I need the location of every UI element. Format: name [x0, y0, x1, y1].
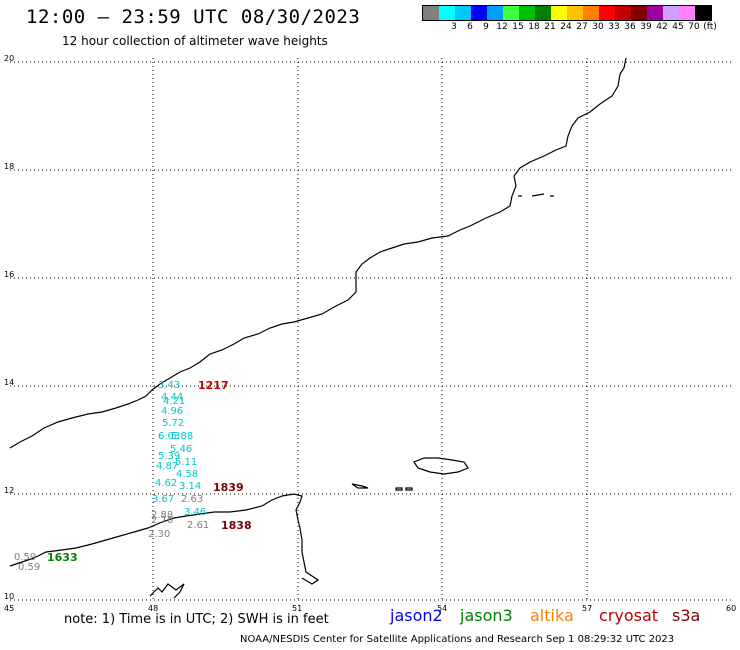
scale-swatch [615, 6, 631, 20]
obs-value: 4.62 [155, 478, 178, 489]
scale-label: 33 [608, 22, 620, 32]
obs-value: 5.88 [171, 431, 194, 442]
obs-time: 1633 [47, 551, 78, 564]
obs-value: 0.59 [18, 562, 41, 573]
color-scale-swatches [422, 5, 712, 21]
obs-value: 3.43 [158, 380, 181, 391]
scale-label: 70 [688, 22, 700, 32]
scale-swatch [679, 6, 695, 20]
obs-value: 3.46 [184, 507, 207, 518]
lat-label-18: 18 [4, 162, 15, 171]
map-title: 12:00 – 23:59 UTC 08/30/2023 [26, 6, 361, 28]
scale-swatch [583, 6, 599, 20]
arabian-coastline [9, 57, 627, 449]
map-subtitle: 12 hour collection of altimeter wave hei… [62, 34, 328, 48]
scale-swatch [487, 6, 503, 20]
scale-label: 18 [528, 22, 540, 32]
credit-line: NOAA/NESDIS Center for Satellite Applica… [240, 634, 675, 645]
abd-al-kuri-island [351, 483, 369, 489]
obs-value: 3.14 [179, 481, 202, 492]
kuria-muria-islands [518, 193, 554, 197]
obs-value: 4.44 [161, 392, 184, 403]
obs-value: 5.46 [170, 444, 193, 455]
obs-value: 2.88 [151, 510, 174, 521]
obs-time: 1839 [213, 481, 244, 494]
brothers-islet-west [405, 487, 413, 491]
color-scale-labels: 3 6 9 12 15 18 21 24 27 30 33 36 39 42 45 70 (ft) [422, 21, 717, 33]
scale-swatch [535, 6, 551, 20]
scale-swatch [631, 6, 647, 20]
graticule [10, 58, 732, 601]
lat-label-12: 12 [4, 486, 15, 495]
scale-label: 12 [496, 22, 508, 32]
scale-swatch [567, 6, 583, 20]
obs-value: 6.03 [158, 431, 181, 442]
gulf-of-aden-reef [149, 583, 185, 599]
legend-s3a: s3a [672, 606, 701, 625]
obs-value: 4.87 [156, 461, 179, 472]
scale-label: 42 [656, 22, 668, 32]
lat-label-20: 20 [4, 54, 15, 63]
scale-swatch [423, 6, 439, 20]
obs-value: 4.96 [161, 406, 184, 417]
wave-height-color-scale: 3 6 9 12 15 18 21 24 27 30 33 36 39 42 45 70 (ft) [422, 5, 717, 33]
socotra-island [413, 457, 469, 475]
lon-label-54: 54 [437, 604, 448, 613]
obs-value: 2.63 [181, 494, 204, 505]
legend-altika: altika [530, 606, 574, 625]
footer-note: note: 1) Time is in UTC; 2) SWH is in fe… [64, 612, 329, 627]
african-coastline [9, 493, 320, 585]
lon-label-48: 48 [148, 604, 159, 613]
scale-swatch [519, 6, 535, 20]
obs-value: 5.72 [162, 418, 185, 429]
scale-swatch [647, 6, 663, 20]
scale-label: 36 [624, 22, 636, 32]
obs-value: 4.21 [163, 396, 186, 407]
obs-value: 2.61 [187, 520, 210, 531]
legend-cryosat: cryosat [599, 606, 659, 625]
obs-value: 2.30 [148, 529, 171, 540]
scale-swatch [471, 6, 487, 20]
obs-value: 2.76 [151, 515, 174, 526]
obs-value: 4.58 [176, 469, 199, 480]
scale-swatch [695, 6, 711, 20]
lat-label-14: 14 [4, 378, 15, 387]
lat-label-10: 10 [4, 592, 15, 601]
lon-label-45: 45 [4, 604, 15, 613]
brothers-islet-east [395, 487, 403, 491]
scale-swatch [663, 6, 679, 20]
scale-label: (ft) [703, 22, 717, 32]
obs-value: 5.11 [175, 457, 198, 468]
scale-label: 21 [544, 22, 556, 32]
obs-time: 1217 [198, 379, 229, 392]
lon-label-57: 57 [582, 604, 593, 613]
obs-time: 1838 [221, 519, 252, 532]
scale-label: 30 [592, 22, 604, 32]
obs-value: 0.59 [14, 552, 37, 563]
scale-label: 45 [672, 22, 684, 32]
scale-label: 15 [512, 22, 524, 32]
scale-swatch [503, 6, 519, 20]
scale-label: 24 [560, 22, 572, 32]
lon-label-51: 51 [292, 604, 303, 613]
legend-jason3: jason3 [460, 606, 513, 625]
obs-value: 3.67 [152, 494, 175, 505]
scale-swatch [551, 6, 567, 20]
lat-label-16: 16 [4, 270, 15, 279]
coastline [9, 57, 627, 599]
scale-swatch [599, 6, 615, 20]
obs-value: 5.39 [158, 451, 181, 462]
scale-label: 6 [467, 22, 473, 32]
scale-label: 27 [576, 22, 588, 32]
scale-label: 3 [451, 22, 457, 32]
scale-label: 39 [640, 22, 652, 32]
scale-swatch [455, 6, 471, 20]
lon-label-60: 60 [726, 604, 737, 613]
scale-swatch [439, 6, 455, 20]
legend-jason2: jason2 [390, 606, 443, 625]
scale-label: 9 [483, 22, 489, 32]
